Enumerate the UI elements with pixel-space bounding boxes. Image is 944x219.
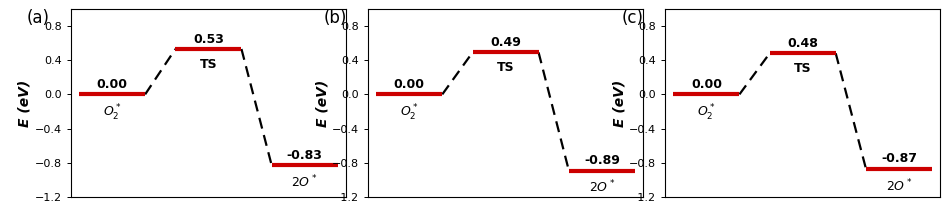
Text: -0.87: -0.87 [880, 152, 916, 165]
Text: 0.53: 0.53 [193, 33, 224, 46]
Text: 0.00: 0.00 [96, 78, 127, 91]
Text: $O_2^*$: $O_2^*$ [103, 103, 122, 123]
Text: -0.89: -0.89 [583, 154, 619, 167]
Text: $2O^*$: $2O^*$ [588, 179, 615, 196]
Text: 0.49: 0.49 [490, 36, 520, 49]
Y-axis label: E (eV): E (eV) [18, 79, 32, 127]
Text: TS: TS [793, 62, 811, 75]
Text: 0.00: 0.00 [690, 78, 721, 91]
Text: 0.00: 0.00 [394, 78, 425, 91]
Text: (b): (b) [324, 9, 347, 27]
Text: $O_2^*$: $O_2^*$ [697, 103, 715, 123]
Y-axis label: E (eV): E (eV) [612, 79, 626, 127]
Text: $O_2^*$: $O_2^*$ [399, 103, 418, 123]
Text: TS: TS [199, 58, 217, 71]
Y-axis label: E (eV): E (eV) [314, 79, 329, 127]
Text: $2O^*$: $2O^*$ [885, 177, 911, 194]
Text: 0.48: 0.48 [786, 37, 818, 50]
Text: $2O^*$: $2O^*$ [291, 174, 318, 191]
Text: -0.83: -0.83 [286, 149, 322, 162]
Text: TS: TS [497, 61, 514, 74]
Text: (a): (a) [26, 9, 50, 27]
Text: (c): (c) [620, 9, 643, 27]
